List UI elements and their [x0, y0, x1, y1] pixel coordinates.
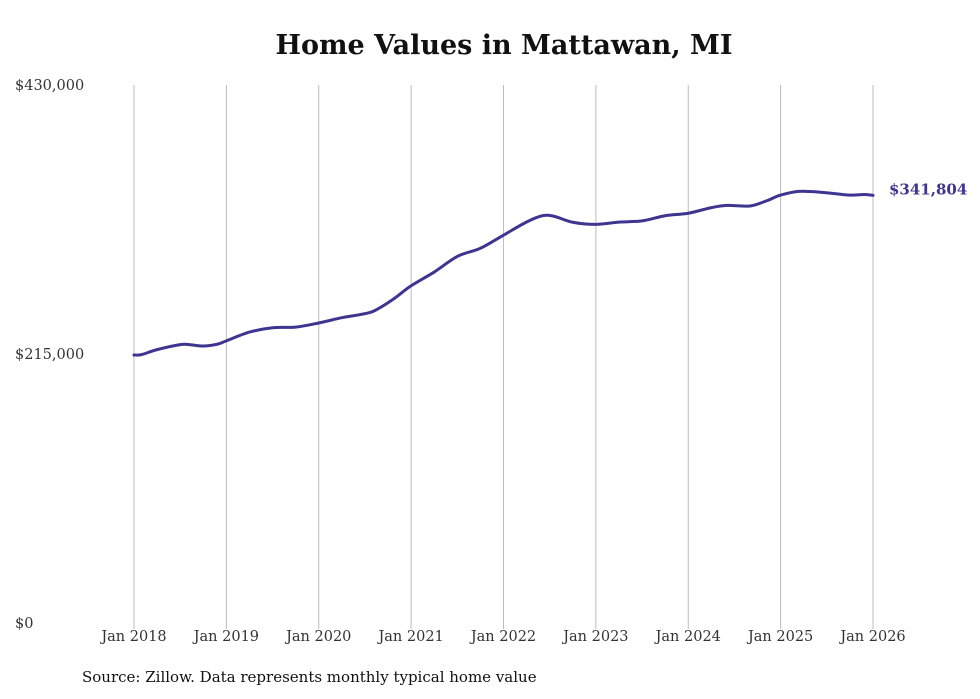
x-tick-label: Jan 2026: [838, 629, 905, 645]
x-tick-label: Jan 2024: [654, 629, 721, 645]
x-tick-label: Jan 2018: [99, 629, 166, 645]
series-line: [132, 189, 875, 357]
source-note: Source: Zillow. Data represents monthly …: [82, 668, 537, 686]
chart-title: Home Values in Mattawan, MI: [275, 30, 733, 61]
y-tick-label: $0: [15, 616, 33, 632]
x-tick-label: Jan 2025: [746, 629, 813, 645]
x-tick-label: Jan 2019: [192, 629, 259, 645]
x-tick-label: Jan 2022: [469, 629, 536, 645]
x-tick-label: Jan 2021: [376, 629, 443, 645]
end-value-label: $341,804: [889, 180, 967, 198]
y-tick-label: $430,000: [15, 78, 84, 94]
y-tick-label: $215,000: [15, 347, 84, 363]
x-tick-label: Jan 2023: [561, 629, 628, 645]
x-tick-label: Jan 2020: [284, 629, 351, 645]
